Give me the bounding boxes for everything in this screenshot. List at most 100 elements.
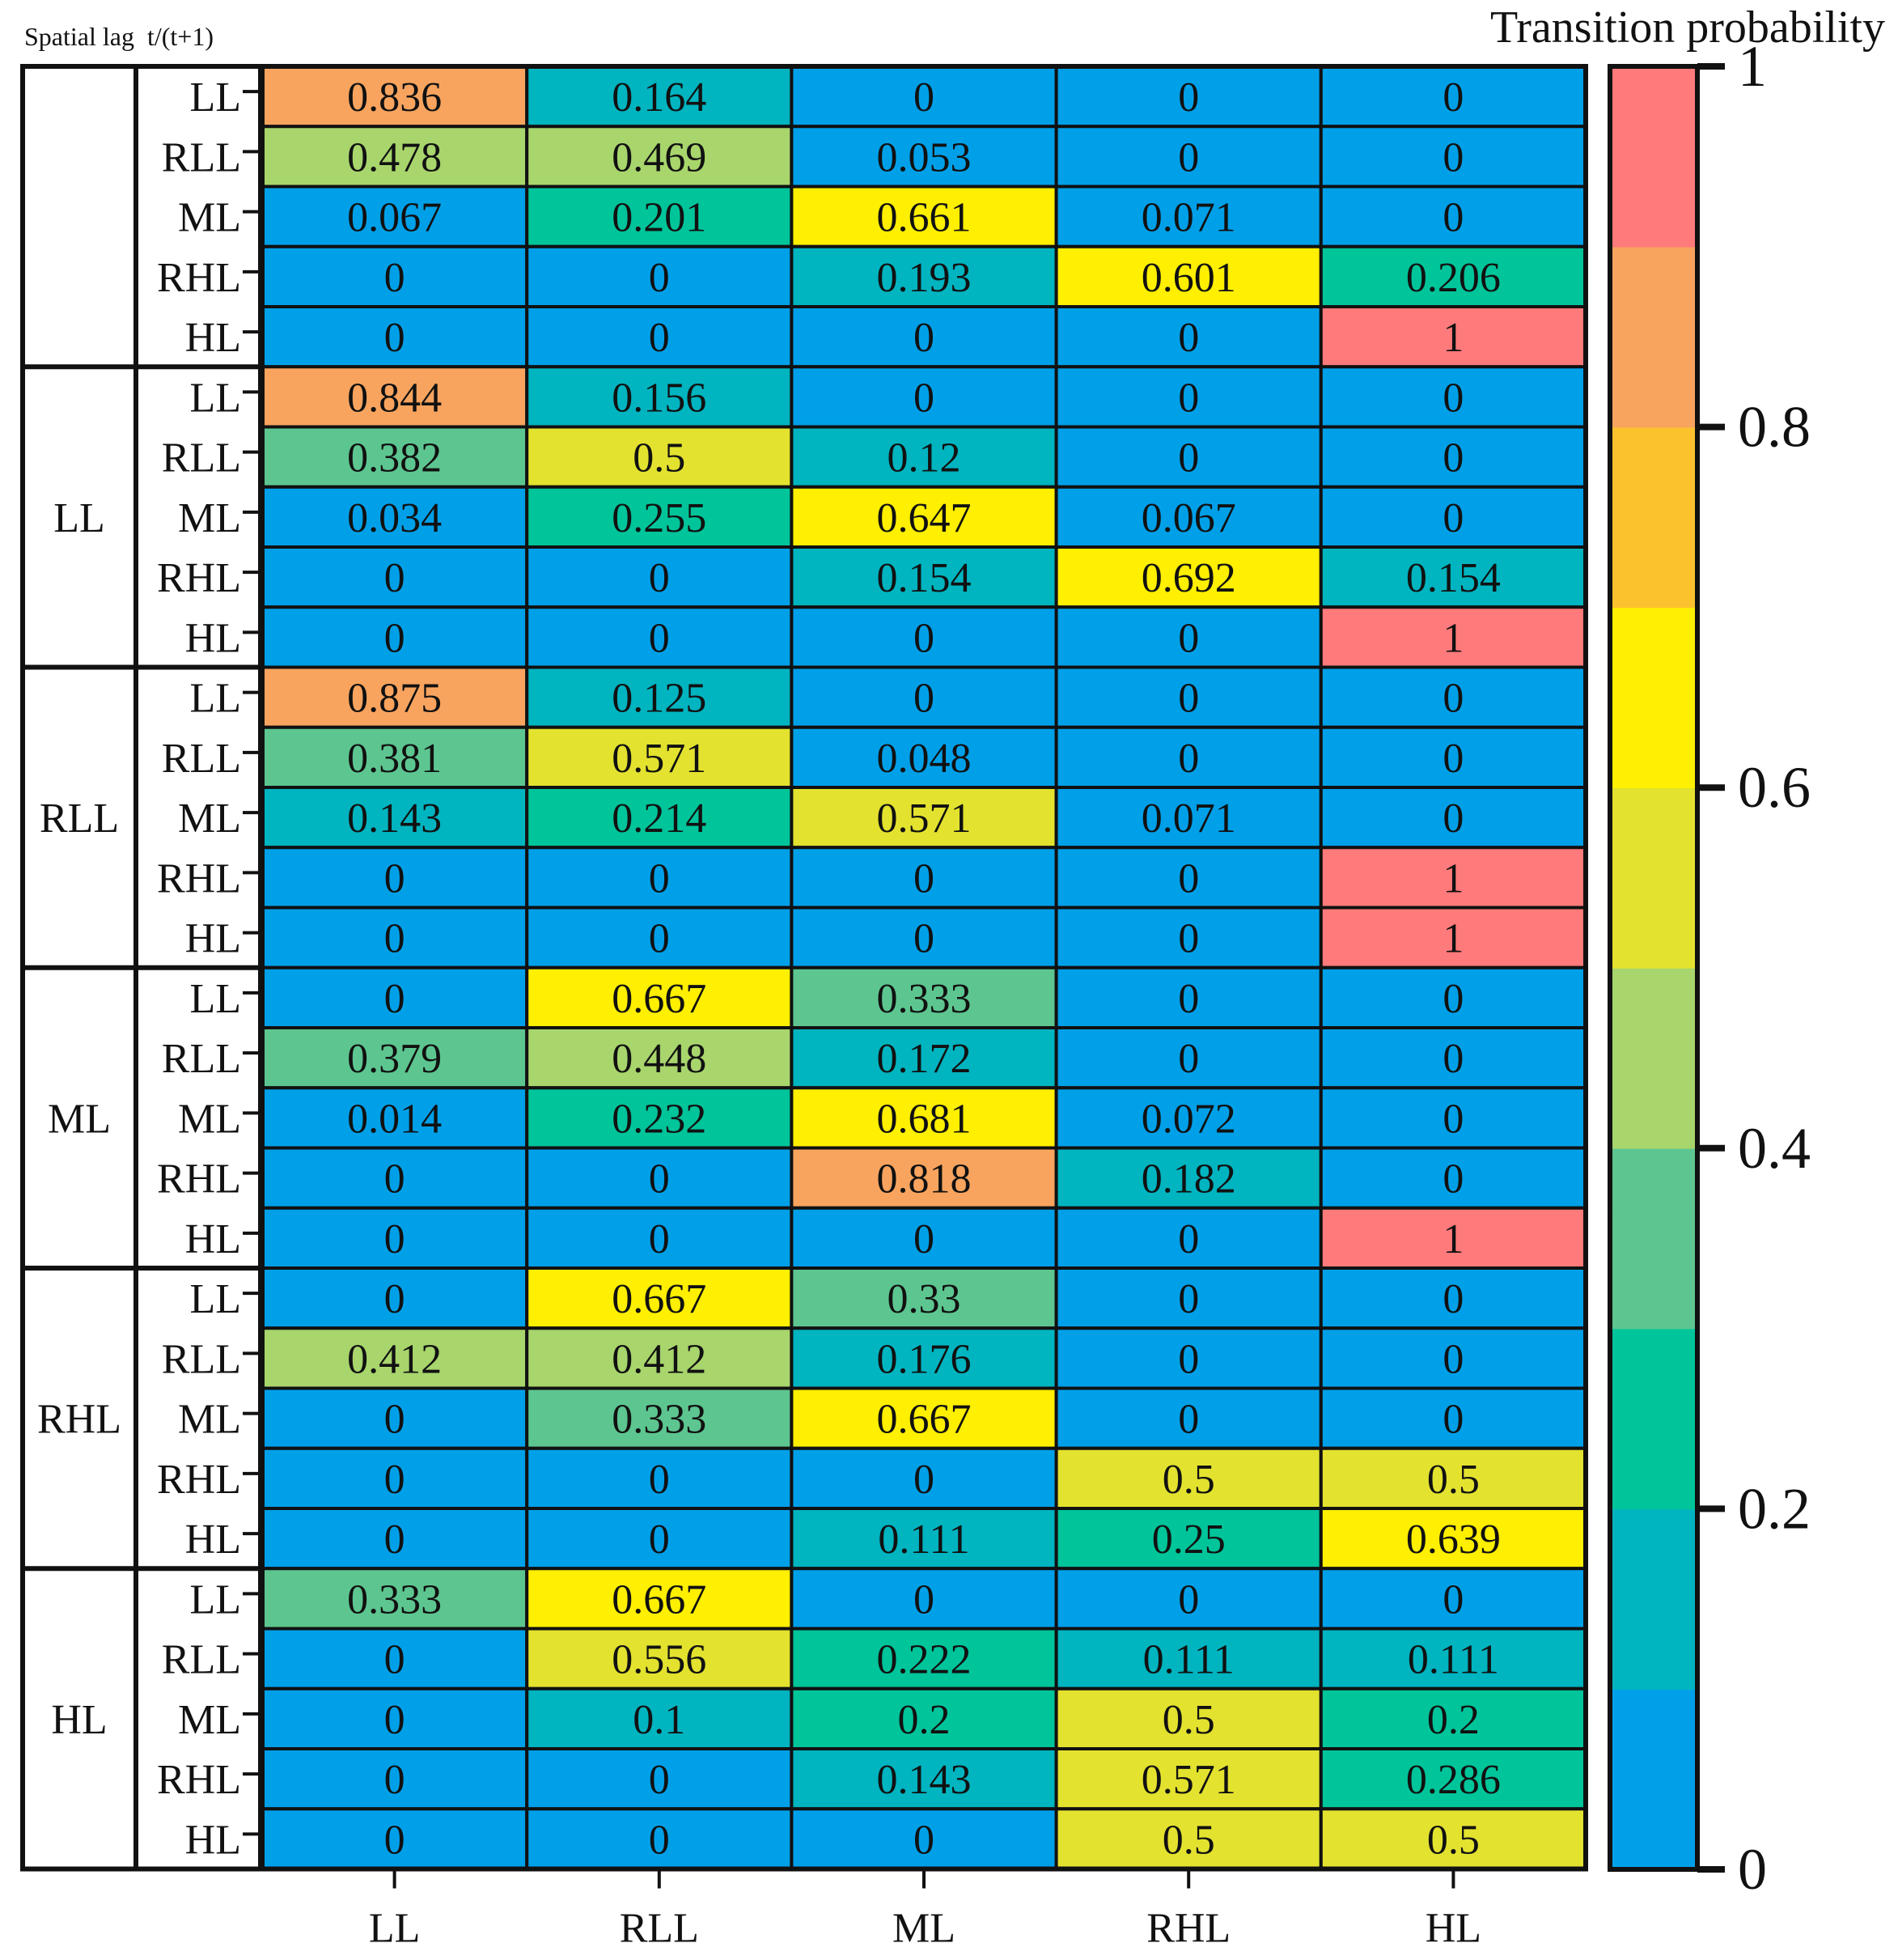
row-label: HL <box>185 1817 241 1863</box>
heatmap-cell <box>525 365 794 429</box>
cell-value-label: 0 <box>1443 1276 1464 1322</box>
cell-value-label: 0.232 <box>612 1096 706 1142</box>
colorbar-step <box>1610 1749 1697 1810</box>
cell-value-label: 0 <box>384 1757 405 1803</box>
cell-value-label: 0.201 <box>612 195 706 241</box>
cell-value-label: 0 <box>384 1517 405 1563</box>
cell-value-label: 0.111 <box>1408 1637 1499 1683</box>
row-label: ML <box>178 1096 241 1142</box>
cell-value-label: 0.154 <box>877 555 972 601</box>
cell-value-label: 0.111 <box>1143 1637 1235 1683</box>
cell-value-label: 0.071 <box>1142 195 1236 241</box>
cell-value-label: 1 <box>1443 315 1464 361</box>
cell-value-label: 0 <box>913 1216 934 1262</box>
heatmap-cell <box>525 605 794 669</box>
cell-value-label: 0 <box>1178 1276 1199 1322</box>
cell-value-label: 0.412 <box>347 1336 442 1382</box>
heatmap-cell <box>525 1507 794 1571</box>
cell-value-label: 0.182 <box>1142 1156 1236 1203</box>
cell-value-label: 0.25 <box>1152 1517 1226 1563</box>
row-label: RLL <box>162 435 241 482</box>
cell-value-label: 0 <box>913 1817 934 1863</box>
colorbar-step <box>1610 787 1697 849</box>
cell-value-label: 0 <box>1178 615 1199 661</box>
cell-value-label: 0.639 <box>1406 1517 1501 1563</box>
x-tick-label: ML <box>892 1906 955 1952</box>
cell-value-label: 0 <box>1178 375 1199 421</box>
cell-value-label: 0 <box>913 855 934 902</box>
heatmap-cell <box>525 1026 794 1090</box>
cell-value-label: 0 <box>913 676 934 722</box>
colorbar-step <box>1610 1809 1697 1870</box>
row-label: RHL <box>157 1457 241 1503</box>
row-label: ML <box>178 195 241 241</box>
corner-label: Spatial lag t/(t+1) <box>24 22 214 51</box>
heatmap-cell <box>525 1567 794 1631</box>
cell-value-label: 0.2 <box>1427 1697 1480 1743</box>
cell-value-label: 0 <box>384 976 405 1022</box>
cell-value-label: 0 <box>1443 1397 1464 1443</box>
cell-value-label: 0.469 <box>612 134 706 180</box>
cell-value-label: 0.5 <box>1427 1457 1480 1503</box>
cell-value-label: 0.571 <box>877 795 972 842</box>
heatmap-cell <box>1319 1747 1588 1811</box>
cell-value-label: 0.667 <box>612 1576 706 1623</box>
heatmap-cell <box>525 485 794 549</box>
heatmap-cell <box>1319 244 1588 308</box>
cell-value-label: 0 <box>1178 435 1199 482</box>
cell-value-label: 0 <box>384 1637 405 1683</box>
heatmap-cell <box>1054 906 1323 969</box>
colorbar-step <box>1610 1268 1697 1330</box>
colorbar-step <box>1610 1449 1697 1510</box>
cell-value-label: 0 <box>384 1817 405 1863</box>
cell-value-label: 0 <box>1178 855 1199 902</box>
cell-value-label: 1 <box>1443 916 1464 962</box>
cell-value-label: 0.222 <box>877 1637 972 1683</box>
heatmap-cell <box>525 965 794 1029</box>
cell-value-label: 0.12 <box>888 435 961 482</box>
colorbar-step <box>1610 1508 1697 1570</box>
row-label: ML <box>178 795 241 842</box>
colorbar-step <box>1610 486 1697 548</box>
cell-value-label: 0.067 <box>1142 495 1236 541</box>
row-label: ML <box>178 1397 241 1443</box>
heatmap-cell <box>1054 244 1323 308</box>
cell-value-label: 0 <box>1443 1156 1464 1203</box>
cell-value-label: 0.556 <box>612 1637 706 1683</box>
cell-value-label: 0 <box>384 1156 405 1203</box>
group-label-rhl: RHL <box>37 1397 121 1443</box>
cell-value-label: 0 <box>384 315 405 361</box>
row-label: ML <box>178 495 241 541</box>
cell-value-label: 0.412 <box>612 1336 706 1382</box>
cell-value-label: 0 <box>1443 1576 1464 1623</box>
cell-value-label: 0.692 <box>1142 555 1236 601</box>
group-label-rll: RLL <box>40 795 119 842</box>
heatmap-cell <box>790 1206 1058 1270</box>
heatmap-cell <box>261 1206 529 1270</box>
row-label: HL <box>185 1216 241 1262</box>
cell-value-label: 0 <box>1443 195 1464 241</box>
cell-value-label: 0 <box>649 315 670 361</box>
heatmap-cell <box>1319 605 1588 669</box>
colorbar-step <box>1610 1689 1697 1750</box>
cell-value-label: 0 <box>1178 74 1199 121</box>
heatmap-cell <box>1054 725 1323 789</box>
cell-value-label: 0 <box>384 1276 405 1322</box>
colorbar-step <box>1610 1028 1697 1089</box>
colorbar-step <box>1610 307 1697 368</box>
heatmap-cell <box>1319 1446 1588 1510</box>
heatmap-cell <box>525 305 794 369</box>
cell-value-label: 0.143 <box>877 1757 972 1803</box>
row-label: ML <box>178 1697 241 1743</box>
cell-value-label: 0 <box>384 255 405 301</box>
cell-value-label: 0 <box>913 315 934 361</box>
heatmap-cell <box>1054 605 1323 669</box>
row-label: HL <box>185 1517 241 1563</box>
row-label: RHL <box>157 1757 241 1803</box>
cell-value-label: 0.5 <box>1427 1817 1480 1863</box>
cell-value-label: 0.206 <box>1406 255 1501 301</box>
heatmap-cell <box>790 125 1058 189</box>
cell-value-label: 0 <box>1178 736 1199 782</box>
cell-value-label: 0 <box>649 855 670 902</box>
